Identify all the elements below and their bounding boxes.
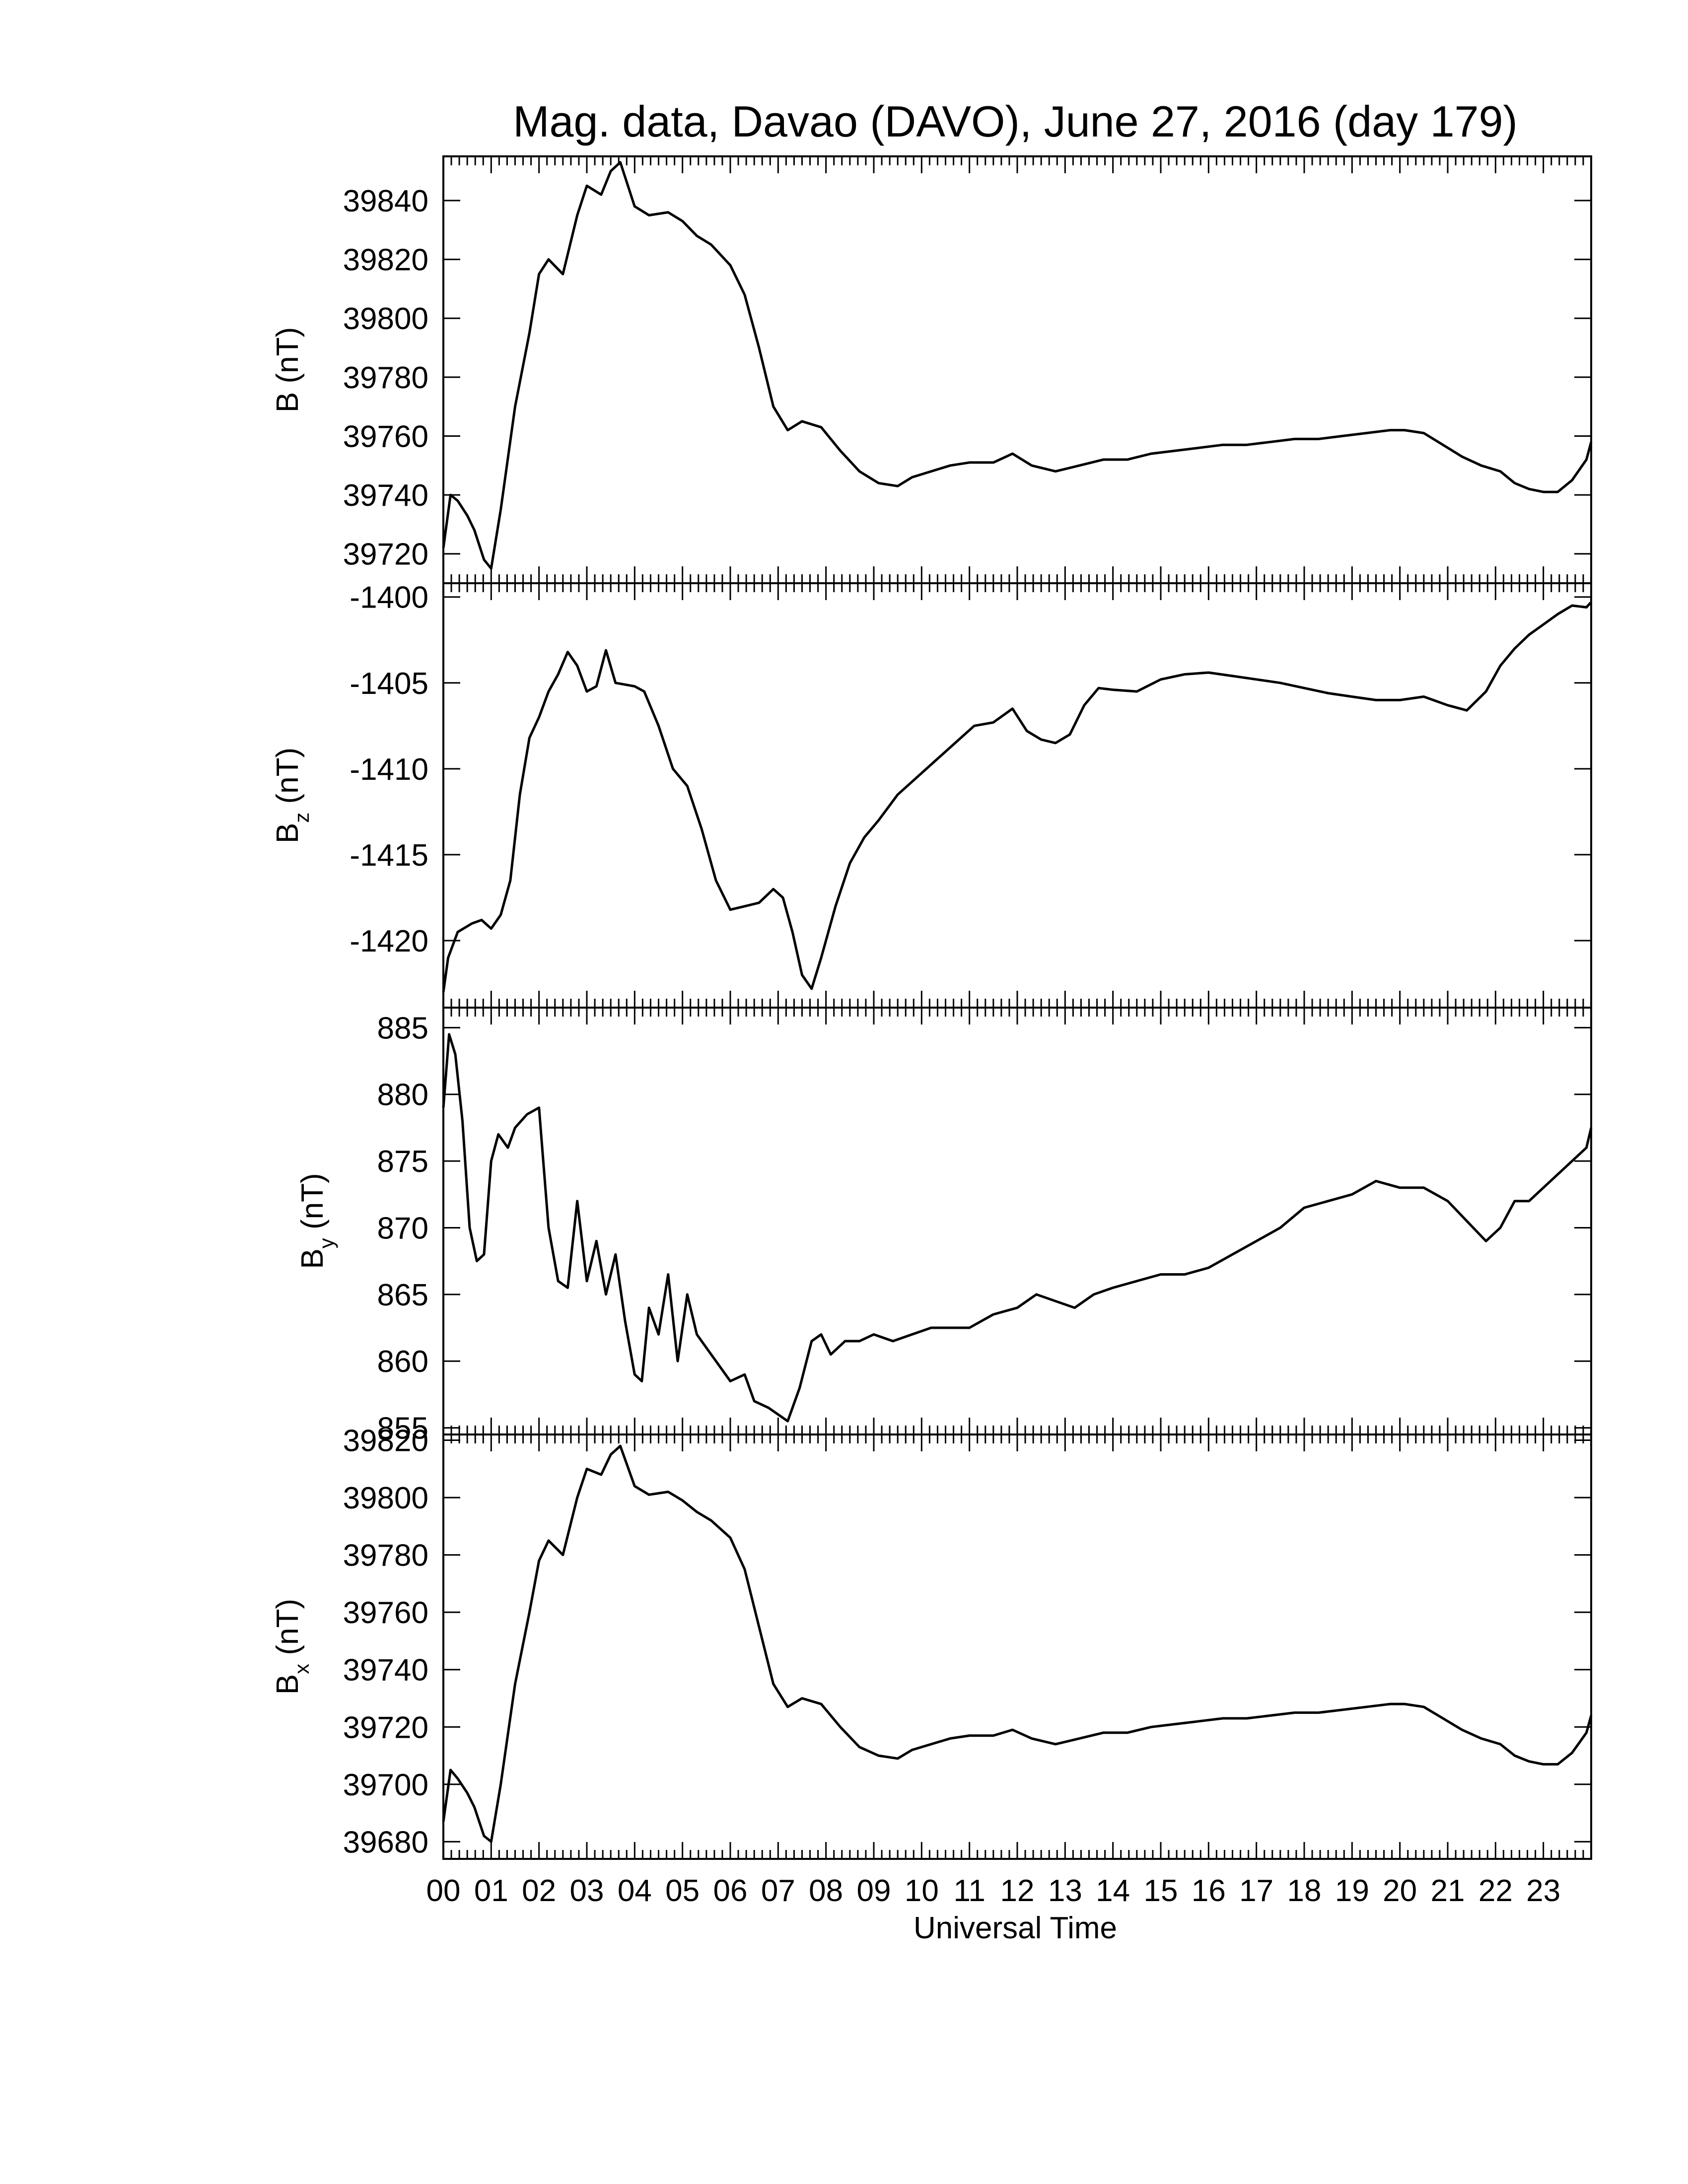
x-tick-label: 21 [1431, 1874, 1465, 1908]
y-tick-label: 39800 [343, 302, 428, 336]
y-tick-label: -1415 [350, 838, 428, 873]
panel-Bz: -1400 -1405 -1410 -1415 -1420 Bz (nT) [271, 581, 1592, 1009]
x-tick-label: 05 [665, 1874, 700, 1908]
y-tick-label: 39720 [343, 538, 428, 572]
y-axis-label-main: B [271, 1674, 305, 1695]
x-tick-label: 11 [953, 1874, 985, 1908]
panel-frame-B [442, 155, 1592, 584]
y-tick-label: 860 [377, 1345, 428, 1379]
panel-frame-By [442, 1007, 1592, 1435]
y-tick-label: -1400 [350, 581, 428, 615]
y-axis-label-main: B [271, 392, 305, 412]
y-tick-label: 39700 [343, 1768, 428, 1802]
panel-Bx: 39680 39700 39720 39740 39760 39780 39800 39820… [271, 1424, 1593, 1860]
panels: 39720 39740 39760 39780 39800 39820 39840 B (nT… [271, 155, 1593, 1860]
y-tick-label: -1405 [350, 667, 428, 701]
y-axis-label-unit: (nT) [271, 748, 305, 813]
y-axis-label-unit: (nT) [271, 1599, 305, 1664]
y-tick-label: 39760 [343, 1596, 428, 1630]
y-tick-label: -1410 [350, 752, 428, 787]
panel-By: 855 860 865 870 875 880 885 By (nT) [295, 1007, 1593, 1446]
y-tick-label: 885 [377, 1011, 428, 1045]
y-tick-label: 870 [377, 1211, 428, 1245]
x-tick-label: 19 [1335, 1874, 1369, 1908]
panel-frame-Bz [442, 582, 1592, 1009]
x-tick-label: 04 [618, 1874, 652, 1908]
y-tick-label: 39680 [343, 1825, 428, 1859]
y-tick-label: 39780 [343, 1539, 428, 1573]
x-tick-label: 13 [1048, 1874, 1082, 1908]
y-axis-label-Bx: Bx (nT) [271, 1599, 313, 1695]
x-tick-label: 08 [809, 1874, 843, 1908]
x-tick-label: 15 [1144, 1874, 1178, 1908]
y-tick-label: 39800 [343, 1481, 428, 1515]
series-line-Bx [442, 1444, 1593, 1843]
y-tick-label: 875 [377, 1145, 428, 1179]
x-tick-label: 12 [1000, 1874, 1035, 1908]
y-axis-label-main: B [271, 823, 305, 843]
y-tick-label: 880 [377, 1078, 428, 1112]
y-tick-label: 865 [377, 1278, 428, 1312]
y-tick-label: 39740 [343, 478, 428, 513]
y-axis-label-subscript: y [315, 1238, 338, 1248]
x-tick-label: 07 [761, 1874, 795, 1908]
y-axis-label-unit: (nT) [295, 1173, 330, 1238]
chart-title: Mag. data, Davao (DAVO), June 27, 2016 (… [513, 97, 1517, 146]
x-tick-label: 02 [522, 1874, 556, 1908]
y-axis-label-subscript: x [290, 1664, 313, 1674]
series-line-B [442, 161, 1593, 570]
series-line-By [442, 1033, 1593, 1423]
y-tick-label: 39840 [343, 184, 428, 218]
y-tick-label: 855 [377, 1412, 428, 1446]
y-axis-label-B: B (nT) [271, 327, 305, 412]
panel-frame-Bx [442, 1433, 1592, 1860]
x-tick-label: 01 [474, 1874, 508, 1908]
y-axis-label-Bz: Bz (nT) [271, 748, 313, 843]
x-axis: 00 01 02 03 04 05 06 07 08 09 10 11 12 13 14 15 16 17 18 19… [426, 1874, 1561, 1908]
y-tick-label: 39720 [343, 1710, 428, 1745]
x-tick-label: 20 [1383, 1874, 1417, 1908]
y-tick-label: 39740 [343, 1653, 428, 1688]
x-tick-label: 00 [426, 1874, 461, 1908]
y-tick-label: 39820 [343, 243, 428, 277]
x-axis-label: Universal Time [914, 1911, 1117, 1945]
series-line-Bz [442, 601, 1592, 993]
y-tick-label: 39780 [343, 361, 428, 395]
y-tick-label: 39820 [343, 1424, 428, 1458]
y-axis-label-unit: (nT) [271, 327, 305, 392]
x-tick-label: 22 [1478, 1874, 1513, 1908]
x-tick-label: 14 [1096, 1874, 1130, 1908]
panel-B: 39720 39740 39760 39780 39800 39820 39840 B (nT… [271, 155, 1593, 584]
y-axis-label-main: B [295, 1248, 330, 1269]
y-tick-label: 39760 [343, 419, 428, 454]
y-tick-label: -1420 [350, 924, 428, 958]
x-tick-label: 06 [713, 1874, 748, 1908]
x-tick-label: 16 [1192, 1874, 1226, 1908]
y-axis-label-By: By (nT) [295, 1173, 338, 1269]
x-tick-label: 17 [1239, 1874, 1273, 1908]
x-tick-label: 09 [857, 1874, 891, 1908]
x-tick-label: 10 [905, 1874, 939, 1908]
x-tick-label: 18 [1287, 1874, 1322, 1908]
y-axis-label-subscript: z [290, 813, 313, 823]
x-tick-label: 23 [1526, 1874, 1560, 1908]
x-tick-label: 03 [570, 1874, 604, 1908]
